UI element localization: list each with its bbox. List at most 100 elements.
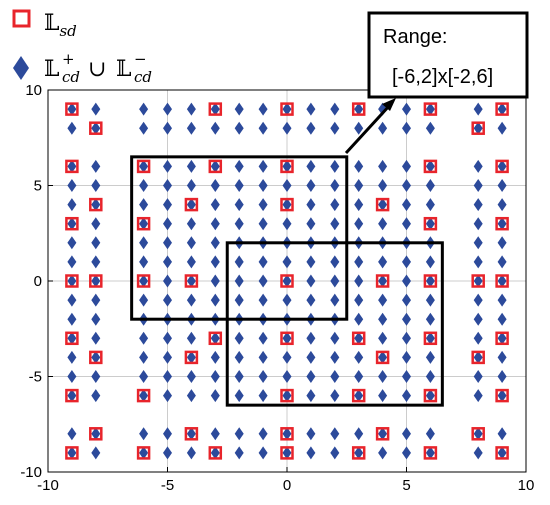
cd-diamond-point bbox=[378, 255, 388, 269]
cd-diamond-point bbox=[163, 198, 172, 212]
cd-diamond-point bbox=[473, 159, 483, 173]
cd-diamond-point bbox=[210, 102, 220, 116]
sd-square-point bbox=[351, 331, 366, 346]
cd-diamond-point bbox=[163, 350, 172, 364]
cd-diamond-point bbox=[378, 350, 388, 364]
cd-diamond-point bbox=[91, 350, 101, 364]
cd-diamond-point bbox=[378, 331, 388, 345]
cd-diamond-point bbox=[210, 217, 220, 231]
cd-diamond-point bbox=[354, 389, 364, 403]
cd-diamond-point bbox=[330, 293, 340, 307]
cd-diamond-point bbox=[258, 255, 268, 269]
cd-diamond-point bbox=[258, 102, 268, 116]
x-tick-label: 10 bbox=[518, 477, 535, 494]
cd-diamond-point bbox=[354, 159, 364, 173]
cd-diamond-point bbox=[306, 331, 316, 345]
cd-diamond-point bbox=[282, 293, 292, 307]
cd-diamond-point bbox=[306, 179, 316, 192]
cd-diamond-point bbox=[163, 217, 172, 231]
cd-diamond-point bbox=[258, 274, 268, 288]
sd-square-point bbox=[89, 274, 103, 288]
sd-square-point bbox=[89, 427, 103, 441]
cd-diamond-point bbox=[330, 217, 340, 231]
cd-diamond-point bbox=[282, 427, 292, 441]
sd-square-point bbox=[89, 197, 103, 212]
cd-diamond-point bbox=[67, 389, 77, 403]
cd-diamond-point bbox=[282, 274, 292, 288]
sd-square-point bbox=[423, 216, 438, 231]
cd-diamond-point bbox=[354, 102, 364, 116]
sd-square-point bbox=[351, 388, 366, 403]
cd-diamond-point bbox=[282, 350, 292, 364]
annotation-box bbox=[367, 11, 529, 99]
cd-diamond-point bbox=[402, 255, 411, 269]
data-markers bbox=[65, 102, 509, 460]
cd-diamond-point bbox=[139, 121, 149, 135]
sd-square-point bbox=[184, 274, 199, 288]
cd-diamond-point bbox=[497, 198, 507, 212]
range-annotation: Range: [-6,2]x[-2,6] bbox=[344, 11, 529, 155]
cd-diamond-point bbox=[258, 350, 268, 364]
cd-diamond-point bbox=[378, 159, 388, 173]
cd-diamond-point bbox=[497, 274, 507, 288]
sd-square-point bbox=[280, 102, 294, 116]
legend: 𝕃sd 𝕃 + cd ∪ 𝕃 − cd bbox=[4, 1, 379, 86]
sd-square-point bbox=[280, 446, 294, 460]
sd-square-point bbox=[65, 446, 79, 460]
cd-diamond-point bbox=[402, 446, 411, 460]
cd-diamond-point bbox=[163, 236, 172, 250]
cd-diamond-point bbox=[163, 159, 172, 173]
cd-diamond-point bbox=[234, 293, 244, 307]
cd-diamond-point bbox=[306, 293, 316, 307]
cd-diamond-point bbox=[402, 274, 411, 288]
x-tick-label: 5 bbox=[402, 477, 410, 494]
cd-diamond-point bbox=[473, 102, 483, 116]
y-tick-label: 5 bbox=[34, 178, 42, 195]
cd-diamond-point bbox=[425, 274, 435, 288]
sd-square-point bbox=[351, 102, 366, 116]
cd-diamond-point bbox=[378, 446, 388, 460]
sd-square-point bbox=[208, 102, 223, 116]
cd-diamond-point bbox=[91, 370, 101, 383]
cd-diamond-point bbox=[354, 446, 364, 460]
cd-diamond-point bbox=[210, 370, 220, 383]
cd-diamond-point bbox=[402, 331, 411, 345]
sd-square-point bbox=[423, 388, 438, 403]
axis-ticks: -10 -5 0 5 10 -10 -5 0 5 10 bbox=[20, 82, 534, 494]
legend-background bbox=[4, 1, 379, 85]
cd-diamond-point bbox=[163, 102, 172, 116]
cd-diamond-point bbox=[282, 217, 292, 231]
cd-diamond-point bbox=[91, 389, 101, 403]
cd-diamond-point bbox=[378, 293, 388, 307]
cd-diamond-point bbox=[163, 255, 172, 269]
sd-square-point bbox=[136, 216, 151, 231]
cd-diamond-point bbox=[186, 331, 196, 345]
cd-diamond-point bbox=[473, 217, 483, 231]
cd-diamond-point bbox=[67, 121, 77, 135]
cd-diamond-point bbox=[330, 350, 340, 364]
cd-diamond-point bbox=[234, 121, 244, 135]
cd-diamond-point bbox=[473, 446, 483, 460]
cd-diamond-point bbox=[306, 274, 316, 288]
cd-diamond-point bbox=[497, 293, 507, 307]
cd-diamond-point bbox=[91, 446, 101, 460]
cd-diamond-point bbox=[497, 236, 507, 250]
cd-diamond-point bbox=[258, 179, 268, 192]
cd-diamond-point bbox=[258, 159, 268, 173]
cd-diamond-point bbox=[186, 274, 196, 288]
sd-square-point bbox=[65, 159, 79, 174]
legend-sd-label: 𝕃sd bbox=[44, 11, 77, 40]
y-tick-label: 10 bbox=[25, 82, 42, 99]
cd-diamond-point bbox=[402, 179, 411, 192]
cd-diamond-point bbox=[210, 446, 220, 460]
cd-diamond-point bbox=[139, 350, 149, 364]
sd-square-point bbox=[89, 121, 103, 135]
cd-diamond-point bbox=[425, 217, 435, 231]
sd-square-point bbox=[184, 350, 199, 365]
cd-diamond-point bbox=[186, 427, 196, 441]
cd-diamond-point bbox=[473, 179, 483, 192]
cd-diamond-point bbox=[330, 102, 340, 116]
cd-diamond-point bbox=[425, 255, 435, 269]
annotation-arrowhead bbox=[382, 98, 396, 111]
sd-square-point bbox=[280, 331, 294, 346]
